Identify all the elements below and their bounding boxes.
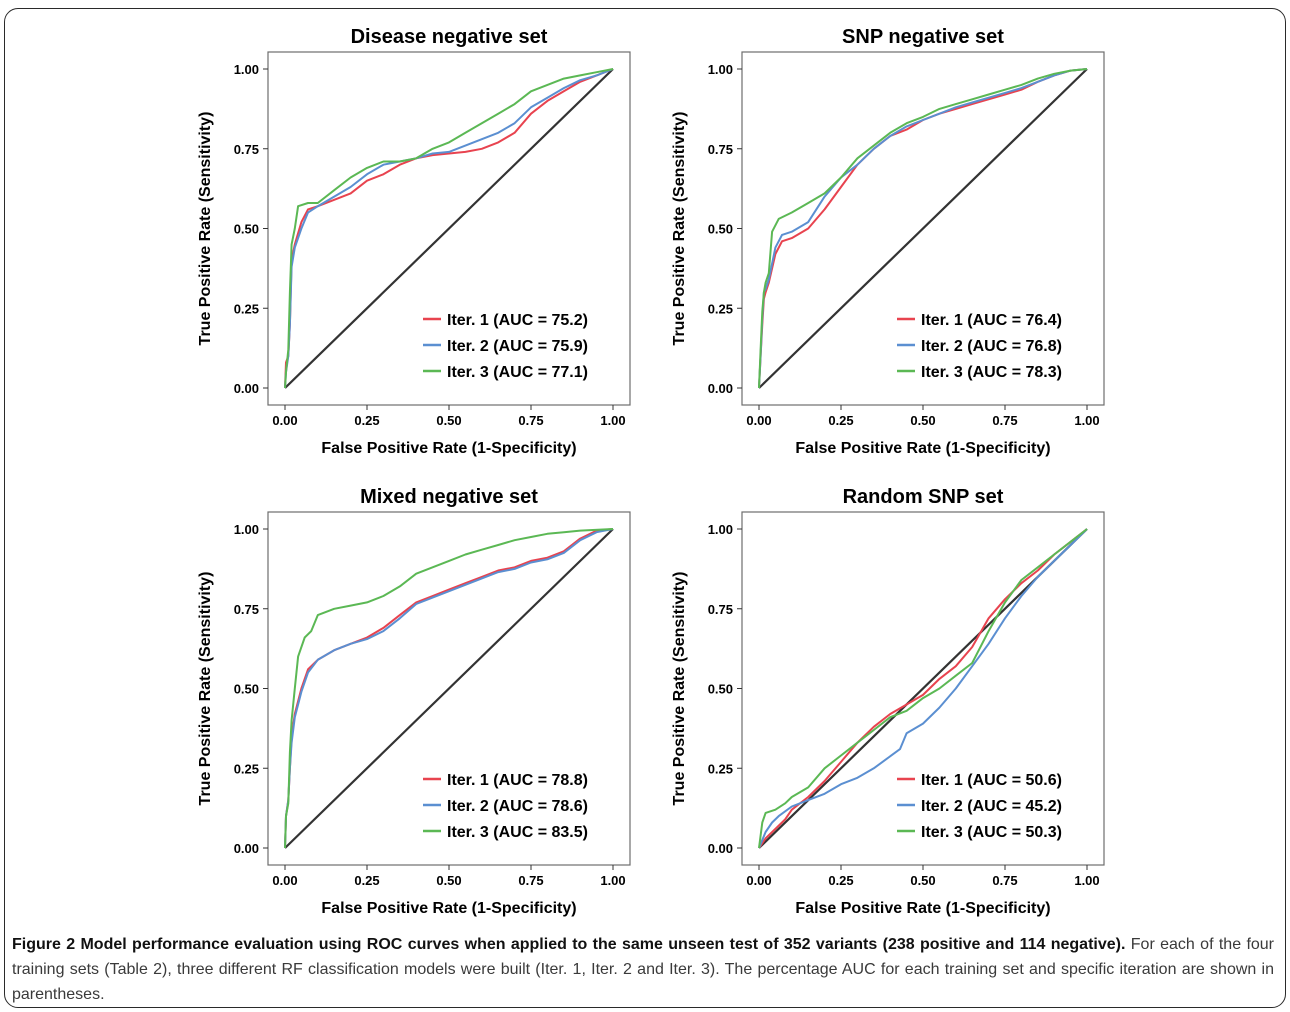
x-tick-label: 1.00 <box>600 873 625 888</box>
x-tick-label: 0.75 <box>992 413 1017 428</box>
legend-label: Iter. 3 (AUC = 50.3) <box>921 824 1062 841</box>
x-tick-label: 1.00 <box>1074 413 1099 428</box>
y-tick-label: 0.00 <box>708 381 733 396</box>
x-tick-label: 0.50 <box>910 413 935 428</box>
roc-curve-iter-2 <box>284 528 614 849</box>
y-tick-label: 0.50 <box>708 222 733 237</box>
x-tick-label: 0.75 <box>992 873 1017 888</box>
y-tick-label: 0.75 <box>708 602 733 617</box>
y-tick-label: 0.00 <box>708 841 733 856</box>
x-axis-title: False Positive Rate (1-Specificity) <box>321 900 576 917</box>
roc-curve-iter-3 <box>758 68 1088 389</box>
panel-title: SNP negative set <box>842 26 1004 48</box>
legend-label: Iter. 2 (AUC = 78.6) <box>447 798 588 815</box>
x-axis-title: False Positive Rate (1-Specificity) <box>321 440 576 457</box>
legend-label: Iter. 1 (AUC = 76.4) <box>921 312 1062 329</box>
x-tick-label: 0.25 <box>828 873 853 888</box>
roc-curve-iter-2 <box>758 528 1088 849</box>
y-tick-label: 0.00 <box>234 841 259 856</box>
roc-curve-iter-3 <box>284 68 614 389</box>
legend-label: Iter. 3 (AUC = 78.3) <box>921 364 1062 381</box>
legend-label: Iter. 1 (AUC = 50.6) <box>921 772 1062 789</box>
legend-label: Iter. 2 (AUC = 75.9) <box>447 338 588 355</box>
y-tick-label: 0.75 <box>234 602 259 617</box>
y-tick-label: 0.75 <box>708 142 733 157</box>
y-tick-label: 0.25 <box>234 761 259 776</box>
y-tick-label: 0.25 <box>708 761 733 776</box>
panel-title: Mixed negative set <box>360 486 538 508</box>
caption-body: For each of the four training sets (Tabl… <box>12 936 1275 1003</box>
x-tick-label: 0.25 <box>828 413 853 428</box>
panel-title: Random SNP set <box>843 486 1004 508</box>
y-tick-label: 0.00 <box>234 381 259 396</box>
y-tick-label: 0.50 <box>234 222 259 237</box>
y-tick-label: 1.00 <box>708 62 733 77</box>
x-tick-label: 0.25 <box>354 413 379 428</box>
y-tick-label: 0.25 <box>708 301 733 316</box>
figure-caption: Figure 2 Model performance evaluation us… <box>12 932 1274 1007</box>
x-axis-title: False Positive Rate (1-Specificity) <box>795 900 1050 917</box>
figure-frame <box>4 8 1286 1008</box>
x-tick-label: 0.50 <box>436 413 461 428</box>
y-axis-title: True Positive Rate (Sensitivity) <box>671 112 688 346</box>
y-tick-label: 0.25 <box>234 301 259 316</box>
chance-diagonal-line <box>284 528 614 849</box>
legend-label: Iter. 3 (AUC = 77.1) <box>447 364 588 381</box>
x-tick-label: 0.50 <box>910 873 935 888</box>
x-tick-label: 0.25 <box>354 873 379 888</box>
chance-diagonal-line <box>284 68 614 389</box>
roc-curve-iter-3 <box>284 528 614 849</box>
roc-panel-3: Mixed negative set 0.00 0.00 0.25 0.25 0.50 0.… <box>197 486 631 917</box>
roc-panel-1: Disease negative set 0.00 0.00 0.25 0.25 0.50… <box>197 26 631 457</box>
roc-curve-iter-1 <box>758 528 1088 849</box>
chance-diagonal-line <box>758 68 1088 389</box>
legend-label: Iter. 3 (AUC = 83.5) <box>447 824 588 841</box>
roc-curve-iter-3 <box>758 528 1088 849</box>
y-axis-title: True Positive Rate (Sensitivity) <box>671 572 688 806</box>
roc-figure: Disease negative set 0.00 0.00 0.25 0.25 0.50… <box>197 26 1105 917</box>
legend-label: Iter. 2 (AUC = 45.2) <box>921 798 1062 815</box>
x-tick-label: 0.00 <box>272 413 297 428</box>
roc-panel-4: Random SNP set 0.00 0.00 0.25 0.25 0.50 0.50 0.… <box>671 486 1105 917</box>
y-tick-label: 0.75 <box>234 142 259 157</box>
x-tick-label: 0.50 <box>436 873 461 888</box>
x-tick-label: 1.00 <box>600 413 625 428</box>
x-tick-label: 0.00 <box>746 873 771 888</box>
y-tick-label: 0.50 <box>708 682 733 697</box>
y-tick-label: 1.00 <box>234 522 259 537</box>
roc-panel-2: SNP negative set 0.00 0.00 0.25 0.25 0.50 0.50… <box>671 26 1105 457</box>
legend-label: Iter. 2 (AUC = 76.8) <box>921 338 1062 355</box>
y-axis-title: True Positive Rate (Sensitivity) <box>197 572 214 806</box>
x-tick-label: 1.00 <box>1074 873 1099 888</box>
y-tick-label: 1.00 <box>708 522 733 537</box>
x-axis-title: False Positive Rate (1-Specificity) <box>795 440 1050 457</box>
roc-curve-iter-2 <box>758 68 1088 389</box>
x-tick-label: 0.00 <box>746 413 771 428</box>
panel-title: Disease negative set <box>351 26 548 48</box>
y-tick-label: 0.50 <box>234 682 259 697</box>
y-tick-label: 1.00 <box>234 62 259 77</box>
x-tick-label: 0.00 <box>272 873 297 888</box>
y-axis-title: True Positive Rate (Sensitivity) <box>197 112 214 346</box>
x-tick-label: 0.75 <box>518 413 543 428</box>
x-tick-label: 0.75 <box>518 873 543 888</box>
legend-label: Iter. 1 (AUC = 78.8) <box>447 772 588 789</box>
caption-title: Figure 2 Model performance evaluation us… <box>12 936 1126 953</box>
legend-label: Iter. 1 (AUC = 75.2) <box>447 312 588 329</box>
